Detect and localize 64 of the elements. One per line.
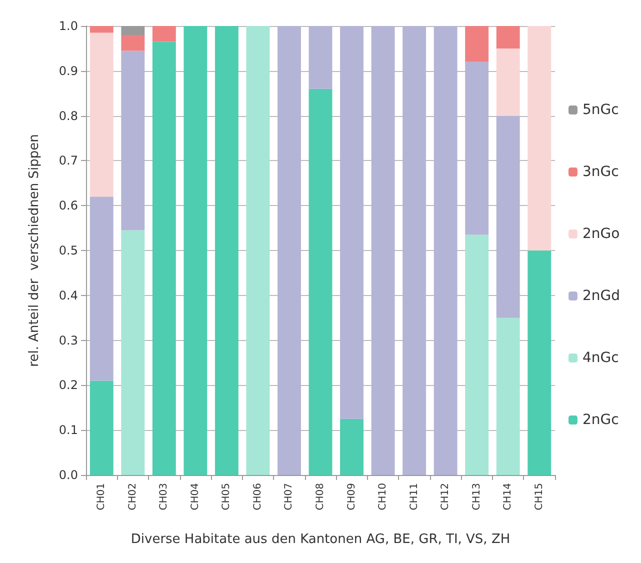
bar xyxy=(496,48,520,116)
legend-label: 2nGd xyxy=(582,288,620,304)
bar xyxy=(121,230,145,475)
x-tick-label: CH05 xyxy=(221,483,232,510)
bar xyxy=(121,50,145,230)
x-tick-label: CH08 xyxy=(315,483,326,510)
y-tick-label: 0.5 xyxy=(58,244,78,258)
bar xyxy=(434,26,458,475)
legend-label: 4nGc xyxy=(582,350,619,366)
x-tick-label: CH12 xyxy=(440,483,452,510)
x-tick-label: CH04 xyxy=(190,483,201,510)
y-axis-title: rel. Anteil der verschiednen Sippen xyxy=(27,134,42,367)
bar xyxy=(465,26,489,62)
bar xyxy=(465,62,489,235)
bar xyxy=(308,88,332,475)
bar xyxy=(121,26,145,35)
legend-label: 2nGo xyxy=(582,226,620,242)
bar xyxy=(496,26,520,48)
bar xyxy=(340,418,364,475)
x-tick-label: CH11 xyxy=(408,483,420,510)
y-tick-label: 0.1 xyxy=(58,423,78,438)
y-tick-label: 0.4 xyxy=(58,288,78,302)
bar xyxy=(340,26,364,419)
y-tick-label: 0.7 xyxy=(58,154,78,168)
bar xyxy=(214,26,238,475)
x-tick-label: CH14 xyxy=(502,483,514,510)
y-tick-label: 0.0 xyxy=(58,468,78,482)
y-tick-label: 0.6 xyxy=(58,198,78,213)
x-tick-label: CH06 xyxy=(252,483,264,510)
bar xyxy=(90,380,114,475)
bar xyxy=(90,196,114,381)
x-axis-title: Diverse Habitate aus den Kantonen AG, BE, GR, TI, VS, ZH xyxy=(130,532,510,547)
bar xyxy=(465,234,489,475)
legend-label: 2nGc xyxy=(582,412,619,428)
x-tick-label: CH09 xyxy=(346,483,358,510)
bar xyxy=(121,34,145,51)
bar xyxy=(152,26,176,42)
x-tick-label: CH15 xyxy=(534,483,545,510)
bar xyxy=(90,26,114,33)
bar xyxy=(246,26,270,475)
bar xyxy=(528,26,552,250)
bar xyxy=(184,26,208,475)
y-tick-label: 0.8 xyxy=(58,108,78,123)
x-tick-label: CH01 xyxy=(96,483,108,510)
bar xyxy=(528,250,552,475)
x-tick-label: CH10 xyxy=(378,483,389,510)
bar xyxy=(278,26,301,475)
legend-label: 5nGc xyxy=(582,102,619,118)
bar xyxy=(90,32,114,197)
bar xyxy=(308,26,332,89)
x-tick-label: CH03 xyxy=(158,483,170,510)
x-tick-label: CH07 xyxy=(284,483,295,510)
bar xyxy=(402,26,426,475)
x-tick-label: CH13 xyxy=(471,483,482,510)
legend-label: 3nGc xyxy=(582,164,619,180)
y-tick-label: 0.2 xyxy=(58,378,78,392)
y-tick-label: 1.0 xyxy=(58,19,78,33)
bar xyxy=(152,42,176,475)
bar xyxy=(496,116,520,318)
y-tick-label: 0.3 xyxy=(58,333,78,348)
x-tick-label: CH02 xyxy=(127,483,138,510)
bar xyxy=(496,318,520,475)
y-tick-label: 0.9 xyxy=(58,64,78,78)
bar xyxy=(371,26,395,475)
